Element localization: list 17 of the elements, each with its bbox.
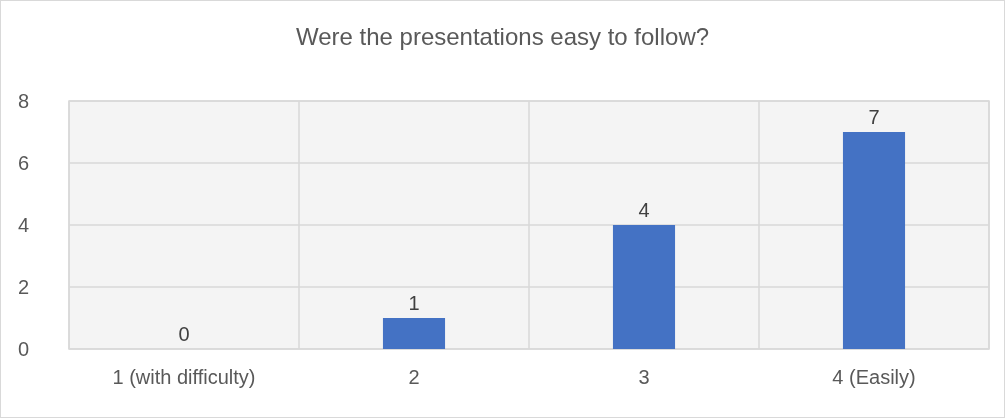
chart-title: Were the presentations easy to follow? <box>295 22 710 50</box>
x-tick-label: 3 <box>638 366 650 388</box>
data-label: 1 <box>408 292 420 314</box>
y-tick-label: 8 <box>17 90 29 112</box>
x-tick-label: 4 (Easily) <box>832 366 916 388</box>
x-tick-label: 2 <box>408 366 420 388</box>
y-tick-label: 6 <box>17 152 29 174</box>
bar <box>612 225 676 349</box>
y-tick-label: 2 <box>17 276 29 298</box>
data-label: 0 <box>178 323 190 345</box>
y-tick-label: 0 <box>17 338 29 360</box>
data-label: 4 <box>638 199 650 221</box>
bar <box>382 318 446 349</box>
y-tick-label: 4 <box>17 214 29 236</box>
data-label: 7 <box>868 106 880 128</box>
x-tick-label: 1 (with difficulty) <box>112 366 256 388</box>
bar <box>842 132 906 349</box>
